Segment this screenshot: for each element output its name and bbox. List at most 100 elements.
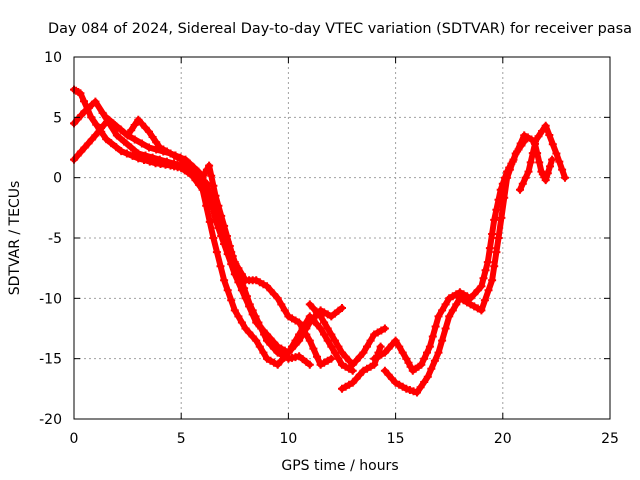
- x-tick-label: 15: [387, 431, 405, 447]
- data-point-marker: [231, 260, 240, 269]
- data-point-marker: [541, 121, 550, 130]
- data-point-marker: [334, 354, 343, 363]
- data-point-marker: [148, 153, 157, 162]
- data-point-marker: [98, 108, 107, 117]
- y-tick-label: 5: [53, 110, 62, 126]
- data-point-marker: [92, 120, 101, 129]
- data-point-marker: [380, 366, 389, 375]
- data-point-marker: [395, 342, 404, 351]
- data-point-marker: [112, 131, 121, 140]
- data-point-marker: [516, 139, 525, 148]
- data-point-marker: [170, 159, 179, 168]
- data-point-marker: [80, 97, 88, 106]
- data-point-marker: [252, 336, 261, 345]
- data-point-marker: [430, 356, 439, 365]
- data-point-marker: [488, 230, 497, 238]
- data-point-marker: [100, 121, 108, 129]
- data-point-marker: [209, 234, 218, 242]
- data-point-marker: [497, 213, 506, 222]
- y-tick-label: 10: [44, 50, 62, 66]
- data-point-marker: [228, 252, 237, 261]
- data-point-marker: [207, 171, 216, 180]
- data-point-marker: [376, 342, 385, 351]
- data-point-marker: [538, 127, 547, 135]
- data-point-marker: [102, 113, 111, 122]
- y-tick-label: -5: [48, 231, 62, 247]
- data-point-marker: [260, 330, 269, 339]
- data-point-marker: [128, 151, 137, 160]
- data-point-marker: [477, 282, 486, 291]
- y-tick-label: -15: [39, 352, 62, 368]
- series-line: [306, 301, 388, 368]
- data-point-marker: [423, 372, 432, 381]
- data-point-marker: [516, 185, 524, 194]
- data-point-marker: [309, 344, 318, 353]
- data-point-marker: [313, 352, 321, 361]
- data-point-marker: [484, 286, 493, 295]
- data-point-marker: [248, 332, 257, 341]
- data-point-marker: [127, 126, 136, 135]
- data-point-marker: [338, 348, 346, 357]
- data-point-marker: [492, 248, 501, 257]
- data-point-marker: [420, 354, 429, 363]
- data-point-marker: [223, 286, 232, 295]
- data-point-marker: [222, 232, 231, 240]
- data-point-marker: [211, 191, 220, 200]
- data-point-marker: [95, 126, 104, 135]
- data-point-marker: [198, 173, 207, 182]
- data-point-marker: [130, 135, 139, 144]
- series-track-7: [380, 137, 529, 397]
- data-point-marker: [145, 127, 153, 136]
- data-point-marker: [425, 342, 434, 351]
- data-point-marker: [259, 348, 268, 357]
- y-tick-label: 0: [53, 171, 62, 187]
- data-point-marker: [338, 304, 346, 312]
- series-track-4: [102, 113, 314, 369]
- data-point-marker: [248, 306, 257, 315]
- data-point-marker: [561, 173, 569, 182]
- data-point-marker: [217, 211, 226, 220]
- data-point-marker: [535, 158, 544, 167]
- data-point-marker: [441, 324, 450, 333]
- data-point-marker: [500, 173, 509, 182]
- data-point-marker: [145, 143, 153, 152]
- data-point-marker: [240, 284, 249, 293]
- data-point-marker: [205, 161, 214, 170]
- data-point-marker: [555, 157, 564, 166]
- series-track-8: [370, 121, 569, 375]
- data-point-marker: [202, 201, 211, 210]
- data-point-marker: [316, 312, 325, 321]
- data-point-marker: [214, 201, 223, 210]
- data-point-marker: [330, 348, 339, 357]
- data-point-marker: [225, 242, 234, 250]
- data-point-marker: [112, 143, 121, 152]
- data-point-marker: [534, 132, 543, 141]
- y-tick-label: -20: [39, 412, 62, 428]
- data-point-marker: [488, 276, 497, 285]
- data-point-marker: [148, 133, 157, 141]
- data-point-marker: [359, 348, 368, 357]
- data-point-marker: [417, 360, 426, 369]
- data-point-marker: [220, 221, 229, 230]
- data-point-marker: [134, 115, 143, 124]
- data-point-marker: [441, 300, 450, 309]
- data-point-marker: [109, 119, 118, 128]
- data-point-marker: [548, 155, 557, 164]
- data-point-marker: [191, 176, 200, 185]
- data-point-marker: [234, 312, 243, 321]
- data-point-marker: [298, 324, 307, 333]
- data-point-marker: [483, 258, 492, 267]
- data-point-marker: [87, 135, 96, 144]
- data-point-marker: [521, 173, 530, 182]
- data-point-marker: [438, 306, 447, 315]
- data-point-marker: [526, 158, 535, 167]
- data-point-marker: [366, 336, 375, 345]
- data-point-marker: [545, 131, 554, 139]
- data-point-marker: [543, 169, 552, 178]
- data-point-marker: [254, 318, 263, 327]
- data-point-marker: [122, 149, 131, 158]
- data-point-marker: [413, 388, 421, 397]
- data-point-marker: [427, 364, 436, 373]
- y-axis-label: SDTVAR / TECUs: [7, 181, 23, 296]
